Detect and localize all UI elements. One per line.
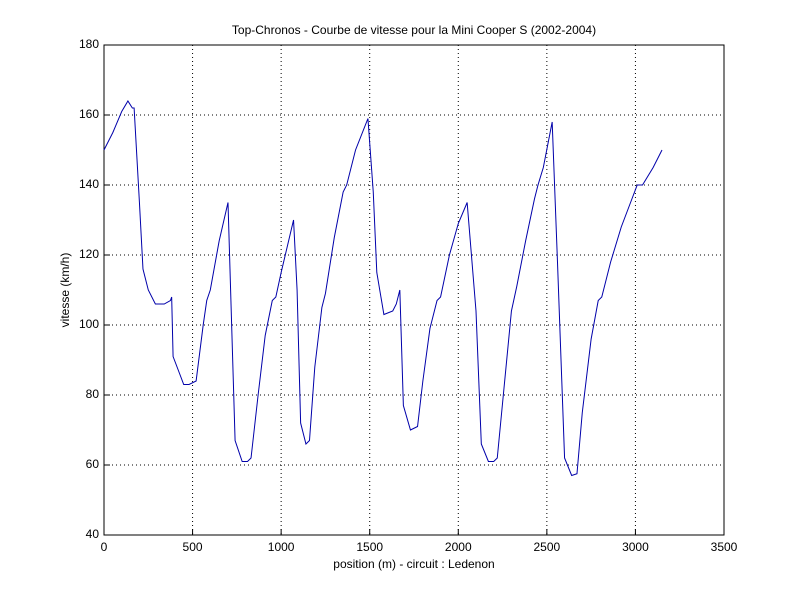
x-tick-label: 2500 — [534, 540, 561, 554]
plot-frame — [103, 44, 725, 536]
y-tick-label: 60 — [86, 457, 100, 471]
y-tick-label: 160 — [79, 107, 99, 121]
x-tick-label: 3500 — [711, 540, 738, 554]
x-axis-label: position (m) - circuit : Ledenon — [333, 557, 494, 571]
y-tick-label: 140 — [79, 177, 99, 191]
y-tick-label: 40 — [86, 527, 100, 541]
y-axis-label: vitesse (km/h) — [58, 253, 72, 328]
data-line — [103, 100, 663, 477]
x-tick-label: 1500 — [356, 540, 383, 554]
x-tick-label: 1000 — [268, 540, 295, 554]
chart-title: Top-Chronos - Courbe de vitesse pour la … — [232, 23, 596, 37]
x-tick-label: 500 — [183, 540, 203, 554]
y-tick-label: 100 — [79, 317, 99, 331]
x-tick-label: 2000 — [445, 540, 472, 554]
x-tick-label: 0 — [101, 540, 108, 554]
y-tick-label: 180 — [79, 37, 99, 51]
x-tick-label: 3000 — [622, 540, 649, 554]
y-tick-label: 120 — [79, 247, 99, 261]
y-tick-label: 80 — [86, 387, 100, 401]
